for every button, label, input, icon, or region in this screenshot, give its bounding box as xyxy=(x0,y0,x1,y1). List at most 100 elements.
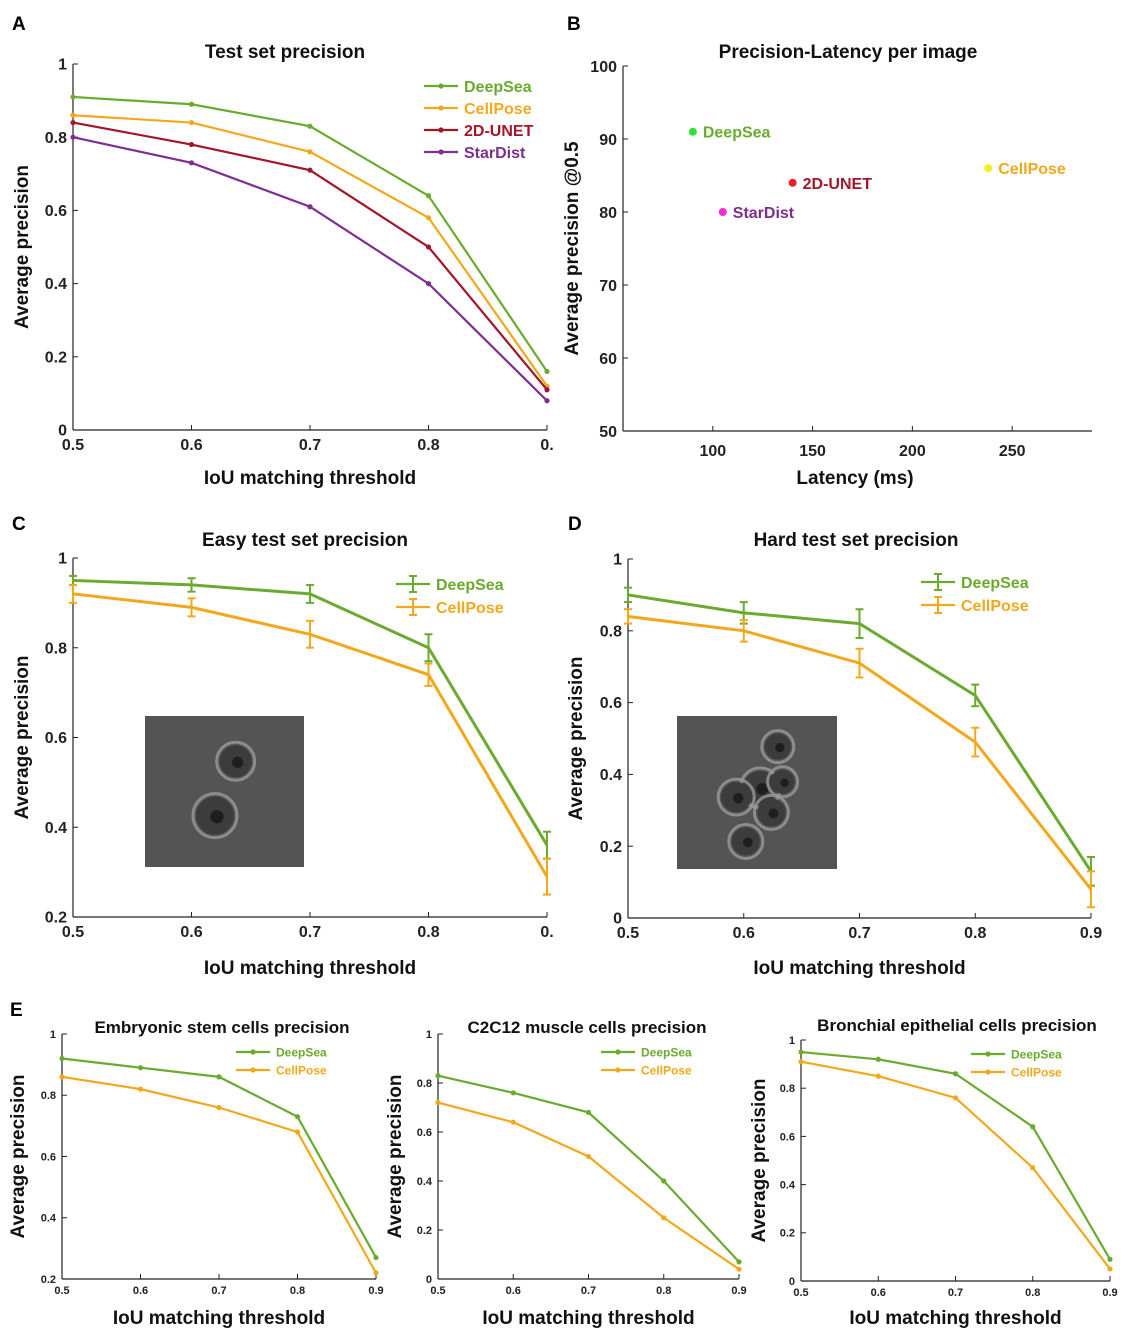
data-point xyxy=(425,244,432,250)
y-tick-label: 1 xyxy=(58,551,67,568)
x-tick-label: 0.7 xyxy=(299,437,321,454)
data-point xyxy=(1030,1165,1036,1171)
x-tick-label: 100 xyxy=(699,443,726,460)
x-tick-label: 0.5 xyxy=(430,1285,445,1297)
data-point xyxy=(425,215,432,221)
data-point xyxy=(294,1114,301,1120)
point-label: StarDist xyxy=(733,205,795,222)
x-tick-label: 0.8 xyxy=(656,1285,671,1297)
cell-halo xyxy=(716,777,756,817)
legend-marker xyxy=(615,1067,621,1073)
y-tick-label: 70 xyxy=(599,278,617,295)
data-point xyxy=(798,1059,804,1065)
data-point xyxy=(188,119,195,126)
data-point xyxy=(70,112,76,118)
chart-C-2: C Easy test set precision 0.2 0.4 0.6 0.8 1 0.5… xyxy=(12,514,554,979)
data-point xyxy=(425,281,432,287)
y-tick-label: 1 xyxy=(789,1035,795,1047)
chart-E-4: E Embryonic stem cells precision 0.2 0.4 0.6… xyxy=(8,1000,384,1329)
point-label: DeepSea xyxy=(703,125,771,142)
data-point xyxy=(70,134,76,140)
data-point xyxy=(875,1056,881,1062)
y-tick-label: 0.6 xyxy=(41,1151,56,1163)
panel-letter: C xyxy=(12,514,26,535)
x-tick-label: 0.5 xyxy=(793,1287,808,1299)
y-tick-label: 1 xyxy=(58,57,67,74)
y-tick-label: 0.2 xyxy=(780,1228,795,1240)
series-line-stardist xyxy=(72,136,548,402)
y-tick-label: 50 xyxy=(599,424,617,441)
y-tick-label: 0.6 xyxy=(780,1131,795,1143)
data-point xyxy=(661,1215,667,1221)
cell-nucleus xyxy=(232,756,244,768)
cell-nucleus xyxy=(768,808,779,819)
data-point xyxy=(294,1129,301,1135)
cell-nucleus xyxy=(742,837,753,848)
y-tick-label: 0.2 xyxy=(600,839,622,856)
legend-label: CellPose xyxy=(464,101,532,118)
chart-E-6: Bronchial epithelial cells precision 0 0.2… xyxy=(749,1016,1118,1329)
legend-marker xyxy=(438,149,444,155)
data-point xyxy=(307,167,313,173)
x-axis-label: IoU matching threshold xyxy=(204,468,416,489)
chart-title: Bronchial epithelial cells precision xyxy=(817,1016,1097,1035)
chart-title: Test set precision xyxy=(205,42,365,63)
y-tick-label: 0.2 xyxy=(417,1225,432,1237)
cell-nucleus xyxy=(210,810,224,824)
data-point xyxy=(544,387,550,393)
cell-halo xyxy=(766,765,800,799)
data-point xyxy=(188,101,195,107)
y-axis-label: Average precision xyxy=(749,1078,770,1242)
data-point xyxy=(736,1266,742,1272)
chart-D-3: D Hard test set precision 0 0.2 0.4 0.6 0.8 1 0.… xyxy=(566,514,1102,979)
legend-label: DeepSea xyxy=(436,577,504,594)
data-point xyxy=(188,160,195,166)
inset-background xyxy=(145,716,304,867)
y-axis-label: Average precision xyxy=(385,1074,406,1238)
legend-label: DeepSea xyxy=(464,79,532,96)
cell-halo xyxy=(760,729,796,765)
panel-letter: D xyxy=(568,514,582,535)
chart-E-5: C2C12 muscle cells precision 0 0.2 0.4 0.6 0.… xyxy=(385,1018,747,1329)
y-axis-label: Average precision xyxy=(8,1074,29,1238)
chart-title: C2C12 muscle cells precision xyxy=(467,1018,706,1037)
cell-nucleus xyxy=(756,782,769,795)
chart-A-0: A Test set precision 0 0.2 0.4 0.6 0.8 1 0.5 0.6 0… xyxy=(12,14,554,489)
y-tick-label: 0.8 xyxy=(600,623,622,640)
data-point xyxy=(216,1104,222,1111)
y-tick-label: 0.4 xyxy=(45,820,67,837)
y-axis-label: Average precision xyxy=(566,656,587,820)
x-tick-label: 0.7 xyxy=(848,925,870,942)
legend-label: DeepSea xyxy=(276,1045,327,1059)
data-point xyxy=(952,1071,959,1077)
series-line-cellpose xyxy=(800,1060,1111,1270)
x-axis-label: Latency (ms) xyxy=(796,468,913,489)
chart-title: Easy test set precision xyxy=(202,530,408,551)
data-point xyxy=(307,149,313,155)
legend-marker xyxy=(250,1067,256,1073)
y-tick-label: 0 xyxy=(58,423,67,440)
data-point xyxy=(1107,1266,1113,1272)
y-tick-label: 0.8 xyxy=(417,1078,432,1090)
x-tick-label: 0.5 xyxy=(54,1285,69,1297)
data-point xyxy=(307,123,313,129)
data-point xyxy=(216,1074,222,1080)
data-point xyxy=(373,1270,379,1276)
y-tick-label: 0.8 xyxy=(45,130,67,147)
legend-label: StarDist xyxy=(464,145,526,162)
x-axis-label: IoU matching threshold xyxy=(849,1308,1061,1329)
legend-label: CellPose xyxy=(1011,1065,1062,1079)
chart-B: B Precision-Latency per image 50 60 70 80 90 10… xyxy=(562,14,1092,489)
y-tick-label: 1 xyxy=(50,1029,56,1041)
data-point xyxy=(544,368,550,375)
legend-label: DeepSea xyxy=(961,575,1029,592)
panel-letter: B xyxy=(567,14,581,35)
y-tick-label: 0.6 xyxy=(45,730,67,747)
x-tick-label: 0.5 xyxy=(62,437,84,454)
data-point xyxy=(188,141,195,148)
y-axis-label: Average precision xyxy=(12,655,33,819)
data-point xyxy=(137,1065,144,1071)
cell-nucleus xyxy=(732,792,744,804)
y-axis-label: Average precision @0.5 xyxy=(562,141,583,356)
cell-nucleus xyxy=(780,778,789,787)
